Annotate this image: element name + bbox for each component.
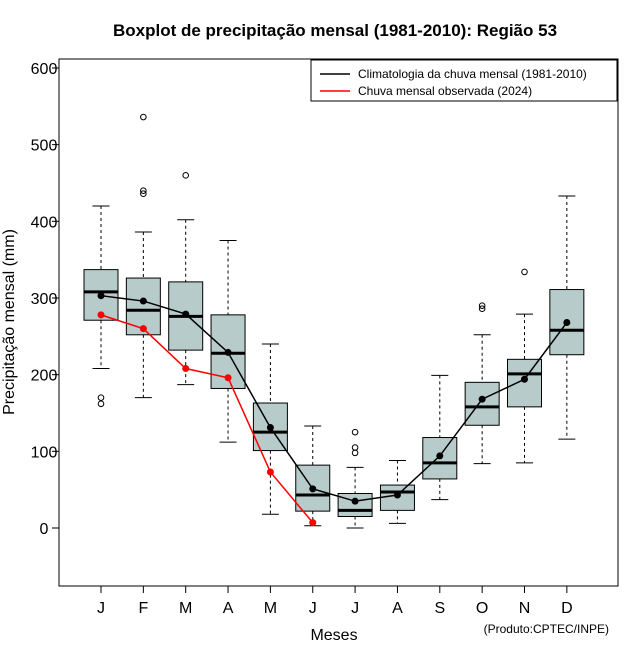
y-tick-label: 300 [31,291,58,308]
series-line [100,294,568,502]
x-tick-label: S [434,600,445,617]
series-point [224,348,232,356]
series-point [97,311,105,319]
series-point [351,497,359,505]
outlier-point [351,428,359,436]
y-axis-label: Precipitação mensal (mm) [1,229,18,415]
y-tick-label: 400 [31,214,58,231]
series-point [393,491,401,499]
box-10 [507,268,542,464]
series-point [139,297,147,305]
line-series [97,292,571,527]
y-tick-label: 500 [31,138,58,155]
box-5 [295,425,331,527]
legend: Climatologia da chuva mensal (1981-2010)… [310,59,618,102]
box-2 [168,172,204,386]
y-tick-label: 0 [40,521,49,538]
outlier-point [140,113,147,121]
series-point [97,292,105,300]
iqr-box [464,381,500,426]
x-tick-label: F [138,600,148,617]
series-point [563,319,571,327]
series-1 [97,311,317,527]
x-tick-label: J [351,600,359,617]
series-point [182,310,190,318]
series-point [309,519,317,527]
box-8 [422,374,458,501]
outlier-point [478,305,486,313]
x-tick-label: N [519,600,531,617]
y-tick-label: 100 [31,444,58,461]
box-11 [549,195,585,440]
x-tick-label: D [561,600,573,617]
outlier-point [140,187,147,194]
box-9 [464,302,500,465]
series-0 [97,292,571,505]
series-point [309,485,317,493]
outlier-point [521,268,528,276]
legend-label-climatology: Climatologia da chuva mensal (1981-2010) [358,67,587,81]
y-tick-label: 600 [31,61,58,78]
outlier-point [478,302,486,309]
x-tick-label: J [97,600,105,617]
x-tick-label: A [392,600,403,617]
x-tick-label: J [309,600,317,617]
series-point [521,375,528,383]
series-point [478,395,486,403]
outlier-point [97,400,105,408]
series-point [224,374,232,382]
y-tick-label: 200 [31,368,58,385]
series-point [139,325,147,333]
outlier-point [182,172,189,179]
series-point [266,424,274,432]
y-axis: 0 100 200 300 400 500 600 [31,61,60,538]
outlier-point [351,444,359,451]
x-tick-label: M [179,600,192,617]
series-point [266,468,274,476]
box-1 [125,113,161,399]
legend-box [310,59,618,102]
x-tick-label: O [476,600,488,617]
chart-title: Boxplot de precipitação mensal (1981-201… [113,21,557,40]
outlier-point [351,449,359,457]
outlier-point [97,394,105,401]
credit-text: (Produto:CPTEC/INPE) [484,622,609,636]
box-6 [337,428,373,529]
outlier-point [140,190,147,198]
series-point [436,452,444,460]
boxplot-series [83,113,585,529]
iqr-box [507,358,542,408]
box-0 [83,205,119,408]
series-point [182,365,190,373]
x-tick-label: A [223,600,234,617]
legend-label-observed: Chuva mensal observada (2024) [358,84,532,98]
x-axis-label: Meses [310,627,357,644]
x-tick-label: M [264,600,277,617]
series-line [100,314,314,524]
